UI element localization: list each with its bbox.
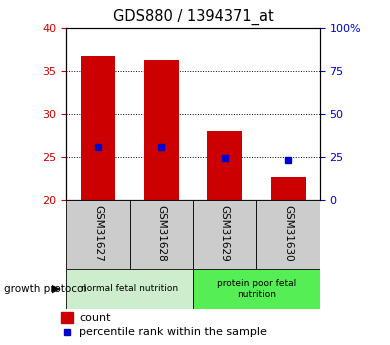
Text: growth protocol: growth protocol bbox=[4, 284, 86, 294]
Bar bbox=[144, 60, 179, 200]
Bar bbox=[207, 131, 242, 200]
Text: percentile rank within the sample: percentile rank within the sample bbox=[79, 327, 267, 337]
Bar bbox=[66, 269, 193, 309]
Bar bbox=[193, 200, 257, 269]
Bar bbox=[81, 56, 115, 200]
Text: ▶: ▶ bbox=[52, 284, 61, 294]
Text: normal fetal nutrition: normal fetal nutrition bbox=[81, 284, 178, 294]
Text: GSM31630: GSM31630 bbox=[283, 205, 293, 262]
Bar bbox=[62, 313, 73, 323]
Title: GDS880 / 1394371_at: GDS880 / 1394371_at bbox=[113, 9, 273, 25]
Text: GSM31629: GSM31629 bbox=[220, 205, 230, 262]
Text: protein poor fetal
nutrition: protein poor fetal nutrition bbox=[217, 279, 296, 299]
Bar bbox=[66, 200, 129, 269]
Text: count: count bbox=[79, 313, 110, 323]
Text: GSM31628: GSM31628 bbox=[156, 205, 167, 262]
Bar bbox=[129, 200, 193, 269]
Text: GSM31627: GSM31627 bbox=[93, 205, 103, 262]
Bar bbox=[193, 269, 320, 309]
Bar bbox=[271, 177, 305, 200]
Bar bbox=[257, 200, 320, 269]
